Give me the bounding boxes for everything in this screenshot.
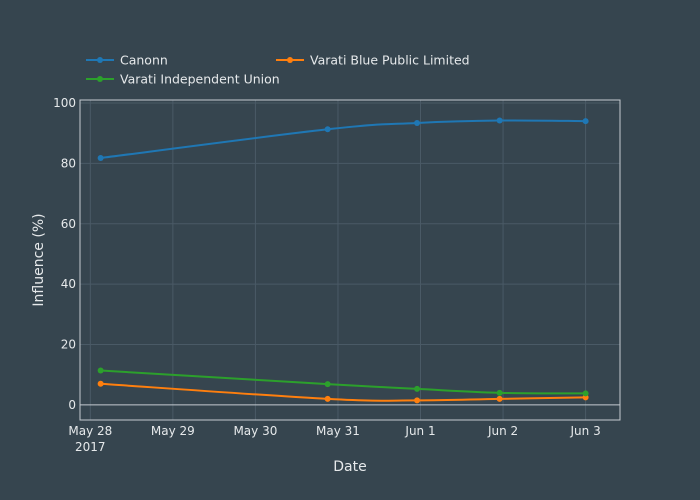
legend[interactable]: Canonn Varati Blue Public Limited Varati I… <box>86 53 470 87</box>
x-axis-title: Date <box>333 459 366 475</box>
x-tick-label: Jun 2 <box>487 424 518 438</box>
data-point-varati-independent-union[interactable] <box>496 389 503 396</box>
x-tick-label: Jun 3 <box>570 424 601 438</box>
data-point-canonn[interactable] <box>582 118 589 125</box>
y-tick-label: 80 <box>61 156 76 170</box>
data-point-canonn[interactable] <box>414 119 421 126</box>
data-point-canonn[interactable] <box>324 126 331 133</box>
series-line-varati-blue-public-limited <box>100 382 586 402</box>
y-tick-label: 100 <box>53 96 76 110</box>
plot-frame <box>79 99 621 421</box>
x-tick-label: May 29 <box>151 424 195 438</box>
y-tick-label: 20 <box>61 338 76 352</box>
legend-item-canonn[interactable]: Canonn <box>86 53 168 68</box>
x-tick-label: May 31 <box>316 424 360 438</box>
series-line-varati-independent-union <box>100 369 586 395</box>
legend-marker <box>97 57 103 63</box>
y-tick-label: 40 <box>61 277 76 291</box>
y-axis-title: Influence (%) <box>31 213 47 306</box>
data-point-canonn[interactable] <box>496 117 503 124</box>
data-point-varati-independent-union[interactable] <box>97 367 104 374</box>
x-tick-sublabel: 2017 <box>75 440 106 454</box>
legend-marker <box>287 57 293 63</box>
data-point-varati-blue-public-limited[interactable] <box>414 397 421 404</box>
data-point-canonn[interactable] <box>97 154 104 161</box>
legend-label: Varati Blue Public Limited <box>310 53 470 68</box>
grid <box>80 100 620 420</box>
y-axis-ticks: 0 20 40 60 80 100 <box>53 96 76 412</box>
data-point-varati-blue-public-limited[interactable] <box>324 395 331 402</box>
data-point-varati-blue-public-limited[interactable] <box>496 395 503 402</box>
legend-item-varati-independent-union[interactable]: Varati Independent Union <box>86 72 280 87</box>
data-point-varati-independent-union[interactable] <box>324 381 331 388</box>
x-tick-label: May 30 <box>233 424 277 438</box>
legend-marker <box>97 76 103 82</box>
legend-label: Varati Independent Union <box>120 72 280 87</box>
x-axis-ticks: May 28 2017 May 29 May 30 May 31 Jun 1 Jun 2 Ju… <box>68 424 600 454</box>
y-tick-label: 0 <box>68 398 76 412</box>
legend-item-varati-blue-public-limited[interactable]: Varati Blue Public Limited <box>276 53 470 68</box>
series-line-canonn <box>100 119 586 159</box>
x-tick-label: May 28 <box>68 424 112 438</box>
data-point-varati-blue-public-limited[interactable] <box>97 380 104 387</box>
data-point-varati-independent-union[interactable] <box>582 390 589 397</box>
y-tick-label: 60 <box>61 217 76 231</box>
series-layer <box>97 117 589 404</box>
x-tick-label: Jun 1 <box>404 424 435 438</box>
legend-label: Canonn <box>120 53 168 68</box>
data-point-varati-independent-union[interactable] <box>414 385 421 392</box>
